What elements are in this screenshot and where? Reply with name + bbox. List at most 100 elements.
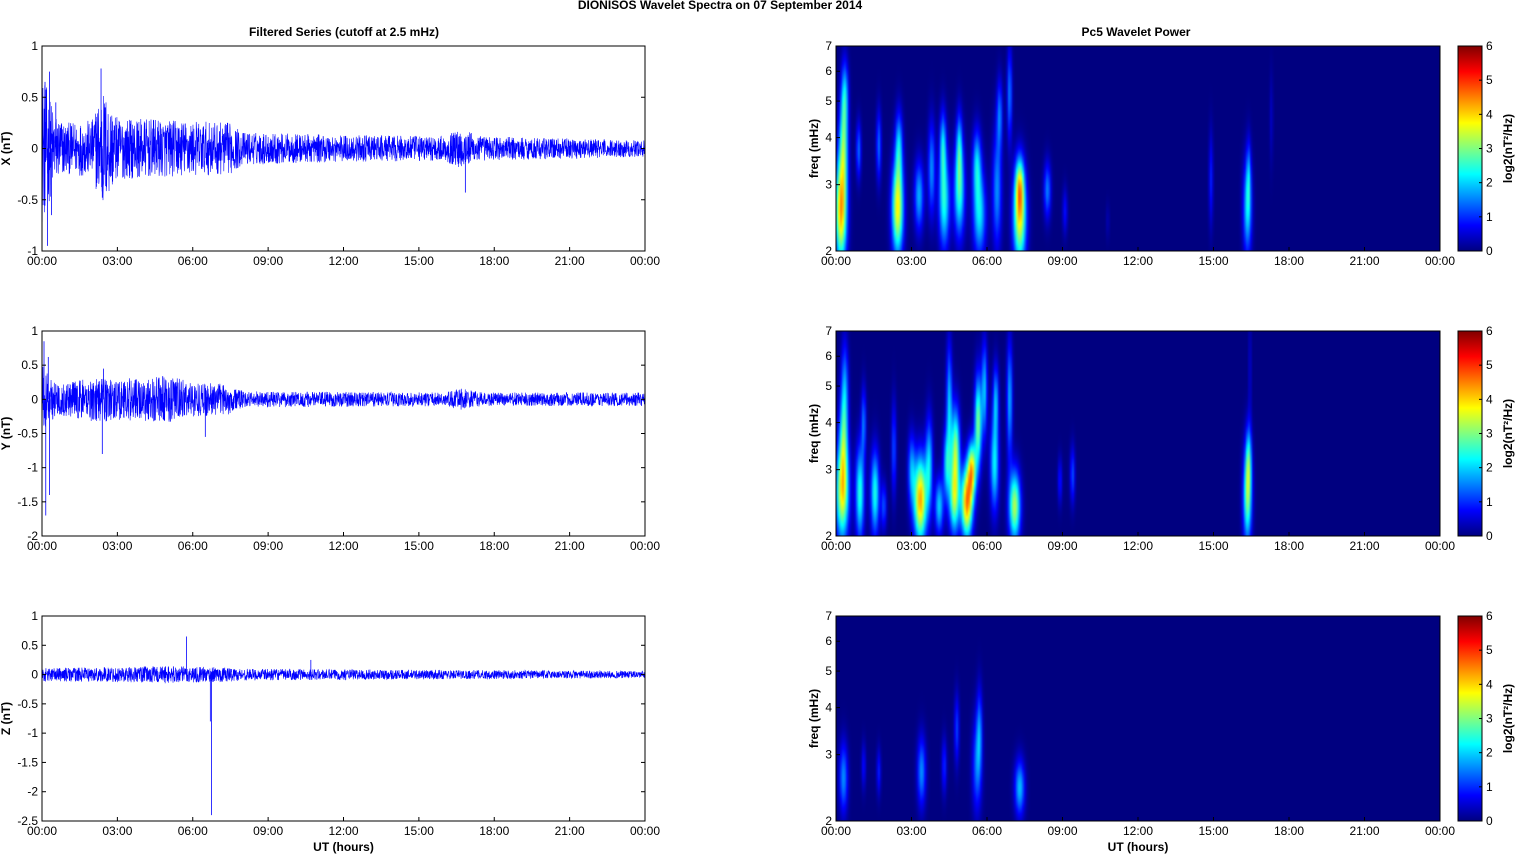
x-tick-label: 00:00 (630, 539, 660, 553)
x-tick-label: 00:00 (821, 254, 851, 268)
y-tick-label: -1.5 (17, 755, 38, 769)
x-tick-label: 06:00 (178, 254, 208, 268)
x-tick-label: 03:00 (896, 824, 926, 838)
wavelet-power-image (836, 46, 1440, 251)
line-panel-y: 10.50-0.5-1-1.5-200:00 03:00 06:00 09:00 12:… (0, 324, 660, 553)
y-tick-label: -0.5 (17, 193, 38, 207)
y-tick-label: 5 (825, 94, 832, 108)
x-tick-label: 06:00 (178, 824, 208, 838)
y-tick-label: 5 (825, 379, 832, 393)
x-tick-label: 21:00 (1349, 824, 1379, 838)
x-tick-label: 09:00 (1047, 539, 1077, 553)
y-tick-label: 2 (825, 244, 832, 258)
x-tick-label: 18:00 (479, 539, 509, 553)
colorbar-tick-label: 2 (1486, 746, 1493, 760)
line-panel-z: 10.50-0.5-1-1.5-2-2.500:00 03:00 06:00 09:0… (0, 609, 660, 854)
x-tick-label: 18:00 (1274, 539, 1304, 553)
colorbar-tick-label: 6 (1486, 39, 1493, 53)
colorbar-tick-label: 0 (1486, 529, 1493, 543)
x-tick-label: 09:00 (253, 539, 283, 553)
y-tick-label: 1 (31, 324, 38, 338)
colorbar-tick-label: 5 (1486, 643, 1493, 657)
wavelet-power-image (836, 331, 1440, 536)
colorbar (1457, 330, 1483, 537)
y-tick-label: 1 (31, 39, 38, 53)
y-tick-label: -2.5 (17, 814, 38, 828)
x-tick-label: 21:00 (555, 539, 585, 553)
figure-suptitle: DIONISOS Wavelet Spectra on 07 September… (578, 0, 863, 12)
y-tick-label: 7 (825, 324, 832, 338)
x-tick-label: 00:00 (630, 824, 660, 838)
x-tick-label: 00:00 (1425, 539, 1455, 553)
x-tick-label: 00:00 (821, 824, 851, 838)
colorbar-tick-label: 4 (1486, 677, 1493, 691)
series-line (41, 85, 646, 223)
x-tick-label: 09:00 (1047, 254, 1077, 268)
heatmap-panel-y: 2 3 4 5 6 7 00:00 03:00 06:00 09:00 12:00 15:00 18:0… (807, 324, 1515, 553)
x-tick-label: 09:00 (253, 824, 283, 838)
x-tick-label: 21:00 (1349, 254, 1379, 268)
colorbar-tick-label: 3 (1486, 427, 1493, 441)
x-tick-label: 06:00 (178, 539, 208, 553)
y-tick-label: 0 (31, 668, 38, 682)
x-tick-label: 18:00 (479, 254, 509, 268)
x-tick-label: 21:00 (1349, 539, 1379, 553)
colorbar-tick-label: 2 (1486, 461, 1493, 475)
x-tick-label: 18:00 (1274, 254, 1304, 268)
x-tick-label: 06:00 (972, 824, 1002, 838)
x-tick-label: 15:00 (1198, 254, 1228, 268)
x-tick-label: 09:00 (1047, 824, 1077, 838)
colorbar-label: log2(nT²/Hz) (1501, 114, 1515, 183)
y-axis-label: X (nT) (0, 132, 13, 166)
x-tick-label: 03:00 (102, 254, 132, 268)
left-column-title: Filtered Series (cutoff at 2.5 mHz) (249, 25, 439, 39)
y-tick-label: 0.5 (21, 638, 38, 652)
y-tick-label: 4 (825, 416, 832, 430)
x-tick-label: 15:00 (1198, 824, 1228, 838)
colorbar-tick-label: 4 (1486, 107, 1493, 121)
x-tick-label: 15:00 (404, 254, 434, 268)
x-tick-label: 03:00 (102, 539, 132, 553)
colorbar-tick-label: 5 (1486, 358, 1493, 372)
x-tick-label: 12:00 (1123, 824, 1153, 838)
x-tick-label: 18:00 (479, 824, 509, 838)
x-tick-label: 00:00 (630, 254, 660, 268)
x-tick-label: 12:00 (328, 824, 358, 838)
colorbar-label: log2(nT²/Hz) (1501, 399, 1515, 468)
series-line (41, 666, 646, 684)
x-tick-label: 06:00 (972, 539, 1002, 553)
chart-panels: 10.50-0.5-100:00 03:00 06:00 09:00 12:00 15:0… (0, 39, 1515, 854)
y-tick-label: -0.5 (17, 697, 38, 711)
x-tick-label: 06:00 (972, 254, 1002, 268)
y-tick-label: 0 (31, 392, 38, 406)
colorbar-tick-label: 5 (1486, 73, 1493, 87)
x-tick-label: 12:00 (1123, 539, 1153, 553)
x-tick-label: 12:00 (328, 539, 358, 553)
x-tick-label: 15:00 (1198, 539, 1228, 553)
y-tick-label: 4 (825, 131, 832, 145)
wavelet-power-image (836, 616, 1440, 821)
x-tick-label: 12:00 (328, 254, 358, 268)
x-tick-label: 09:00 (253, 254, 283, 268)
y-tick-label: -2 (27, 785, 38, 799)
y-tick-label: -2 (27, 529, 38, 543)
x-tick-label: 00:00 (1425, 824, 1455, 838)
x-tick-label: 18:00 (1274, 824, 1304, 838)
colorbar-tick-label: 1 (1486, 495, 1493, 509)
y-tick-label: 1 (31, 609, 38, 623)
plot-area (42, 331, 645, 536)
x-tick-label: 03:00 (102, 824, 132, 838)
x-tick-label: 15:00 (404, 539, 434, 553)
y-tick-label: -0.5 (17, 427, 38, 441)
x-axis-label: UT (hours) (313, 840, 374, 854)
colorbar-tick-label: 4 (1486, 392, 1493, 406)
heatmap-panel-x: 2 3 4 5 6 7 00:00 03:00 06:00 09:00 12:00 15:00 18:0… (807, 39, 1515, 268)
y-tick-label: 2 (825, 529, 832, 543)
y-tick-label: 6 (825, 64, 832, 78)
y-tick-label: 0.5 (21, 90, 38, 104)
y-tick-label: 0.5 (21, 358, 38, 372)
colorbar-tick-label: 3 (1486, 142, 1493, 156)
colorbar-tick-label: 0 (1486, 814, 1493, 828)
plot-area (42, 616, 645, 821)
